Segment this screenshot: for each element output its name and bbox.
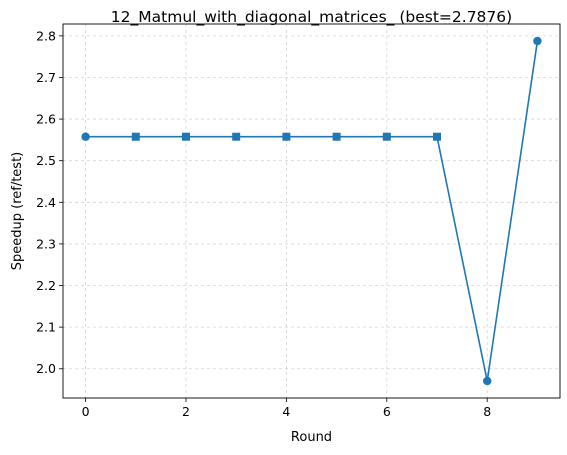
axis-ticks: 0 2 4 6 8 2.0 2.1 2.2 2.3 2.4 2.5 2.6 2.7 2.8 xyxy=(36,28,491,419)
data-series xyxy=(81,36,542,386)
data-point-square-marker xyxy=(232,132,241,141)
data-point-circle-marker xyxy=(81,132,90,141)
x-tick-label: 2 xyxy=(182,404,190,419)
data-point-square-marker xyxy=(382,132,391,141)
y-tick-label: 2.3 xyxy=(36,236,56,251)
y-tick-label: 2.4 xyxy=(36,195,56,210)
x-tick-label: 6 xyxy=(383,404,391,419)
axes-frame xyxy=(62,23,561,399)
data-point-square-marker xyxy=(282,132,291,141)
data-point-square-marker xyxy=(181,132,190,141)
data-point-square-marker xyxy=(131,132,140,141)
y-axis-label: Speedup (ref/test) xyxy=(10,152,25,271)
data-point-square-marker xyxy=(433,132,442,141)
y-tick-label: 2.8 xyxy=(36,28,56,43)
x-axis-label: Round xyxy=(291,430,332,445)
y-tick-label: 2.2 xyxy=(36,278,56,293)
chart-title: 12_Matmul_with_diagonal_matrices_ (best=… xyxy=(111,8,512,27)
y-tick-label: 2.7 xyxy=(36,70,56,85)
x-tick-label: 0 xyxy=(82,404,90,419)
series-line xyxy=(85,40,539,382)
y-tick-label: 2.0 xyxy=(36,361,56,376)
y-tick-label: 2.1 xyxy=(36,320,56,335)
x-tick-label: 4 xyxy=(282,404,290,419)
data-point-square-marker xyxy=(332,132,341,141)
data-point-circle-marker xyxy=(533,36,542,46)
grid-lines xyxy=(63,24,560,398)
x-tick-label: 8 xyxy=(483,404,491,419)
data-point-circle-marker xyxy=(483,376,492,386)
y-tick-label: 2.6 xyxy=(36,112,56,127)
y-tick-label: 2.5 xyxy=(36,153,56,168)
